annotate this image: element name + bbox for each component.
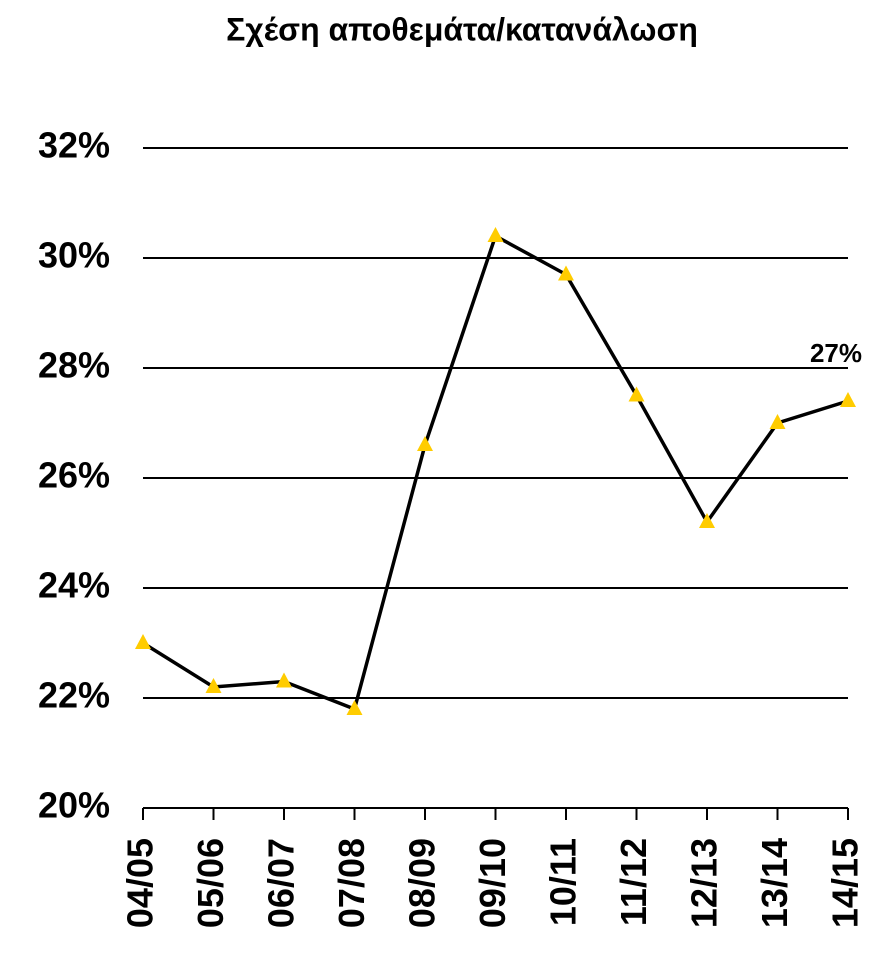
x-tick-label: 09/10 — [472, 838, 513, 928]
y-tick-label: 28% — [38, 345, 110, 386]
marker — [558, 265, 574, 281]
data-label: 27% — [810, 338, 862, 368]
y-tick-label: 26% — [38, 455, 110, 496]
x-tick-label: 08/09 — [402, 838, 443, 928]
x-tick-label: 04/05 — [120, 838, 161, 928]
y-tick-label: 22% — [38, 675, 110, 716]
y-tick-label: 24% — [38, 565, 110, 606]
marker — [346, 700, 363, 715]
y-tick-label: 32% — [38, 125, 110, 166]
marker — [628, 386, 645, 402]
x-tick-label: 06/07 — [261, 838, 302, 928]
marker — [276, 672, 292, 688]
y-tick-label: 30% — [38, 235, 110, 276]
y-tick-label: 20% — [38, 785, 110, 826]
x-tick-label: 11/12 — [613, 838, 654, 926]
line — [142, 233, 849, 712]
chart-title: Σχέση αποθεμάτα/κατανάλωση — [226, 11, 698, 47]
marker — [699, 513, 715, 528]
x-tick-label: 13/14 — [754, 838, 795, 928]
marker — [135, 634, 151, 649]
marker — [205, 678, 222, 693]
x-tick-label: 05/06 — [190, 838, 231, 928]
x-tick-label: 07/08 — [331, 838, 372, 928]
marker — [840, 392, 856, 407]
x-tick-label: 14/15 — [825, 838, 866, 928]
marker — [487, 227, 504, 242]
x-tick-label: 12/13 — [684, 838, 725, 928]
marker — [417, 436, 433, 451]
x-tick-label: 10/11 — [543, 838, 584, 926]
marker — [769, 414, 786, 429]
